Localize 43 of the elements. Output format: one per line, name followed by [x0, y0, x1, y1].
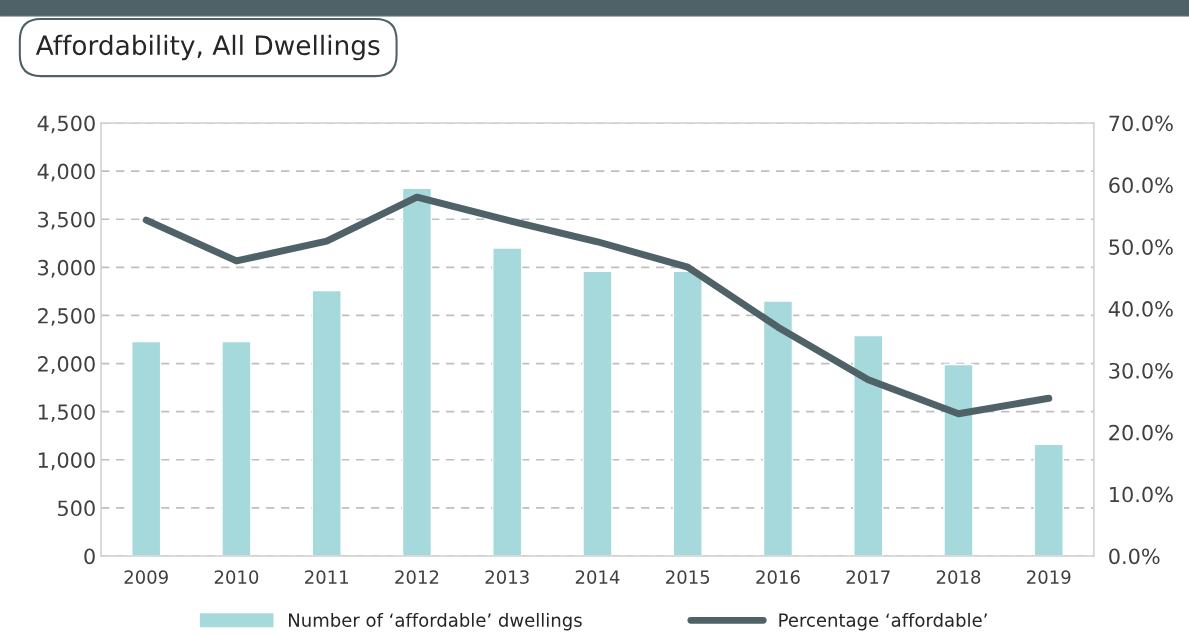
bar: [672, 270, 703, 557]
bar: [492, 247, 523, 557]
y-tick-label: 2,000: [38, 356, 95, 374]
bar: [582, 270, 613, 557]
y-tick-label: 0: [84, 548, 95, 565]
bar: [401, 187, 433, 557]
x-tick-label: 2014: [575, 570, 620, 584]
y2-tick-label: 60.0%: [1109, 177, 1173, 194]
y2-tick-label: 40.0%: [1108, 301, 1173, 317]
y2-tick-label: 0.0%: [1109, 548, 1160, 565]
legend-label: Number of ‘affordable’ dwellings: [289, 612, 582, 631]
bar: [943, 363, 974, 557]
y-tick-label: 1,000: [38, 452, 95, 471]
x-tick-label: 2018: [936, 570, 981, 584]
y-tick-label: 4,000: [37, 163, 95, 182]
y-tick-label: 3,500: [38, 211, 95, 230]
x-tick-label: 2013: [485, 570, 529, 584]
x-tick-label: 2015: [666, 570, 710, 584]
legend-label: Percentage ‘affordable’: [779, 612, 987, 631]
y-tick-label: 1,500: [38, 404, 95, 423]
x-tick-label: 2017: [846, 570, 890, 584]
x-tick-label: 2016: [756, 570, 800, 584]
y2-tick-label: 30.0%: [1109, 362, 1173, 379]
bar: [853, 334, 884, 557]
y2-tick-label: 70.0%: [1109, 115, 1173, 132]
x-tick-label: 2010: [214, 570, 259, 584]
bar: [1033, 443, 1064, 557]
y2-tick-label: 20.0%: [1109, 424, 1173, 441]
x-tick-label: 2019: [1027, 570, 1071, 584]
x-tick-label: 2012: [395, 570, 439, 584]
x-tick-label: 2009: [124, 570, 168, 584]
x-tick-label: 2011: [305, 570, 349, 584]
bar: [762, 300, 794, 557]
y-tick-label: 500: [58, 500, 95, 517]
y-tick-label: 2,500: [38, 307, 95, 326]
y2-tick-label: 50.0%: [1109, 239, 1173, 255]
bar: [311, 289, 342, 557]
bar: [131, 340, 162, 557]
y-tick-label: 3,000: [38, 259, 95, 278]
bar: [221, 340, 252, 557]
y2-tick-label: 10.0%: [1110, 486, 1173, 503]
y-tick-label: 4,500: [37, 115, 95, 134]
chart-title: Affordability, All Dwellings: [35, 34, 380, 61]
